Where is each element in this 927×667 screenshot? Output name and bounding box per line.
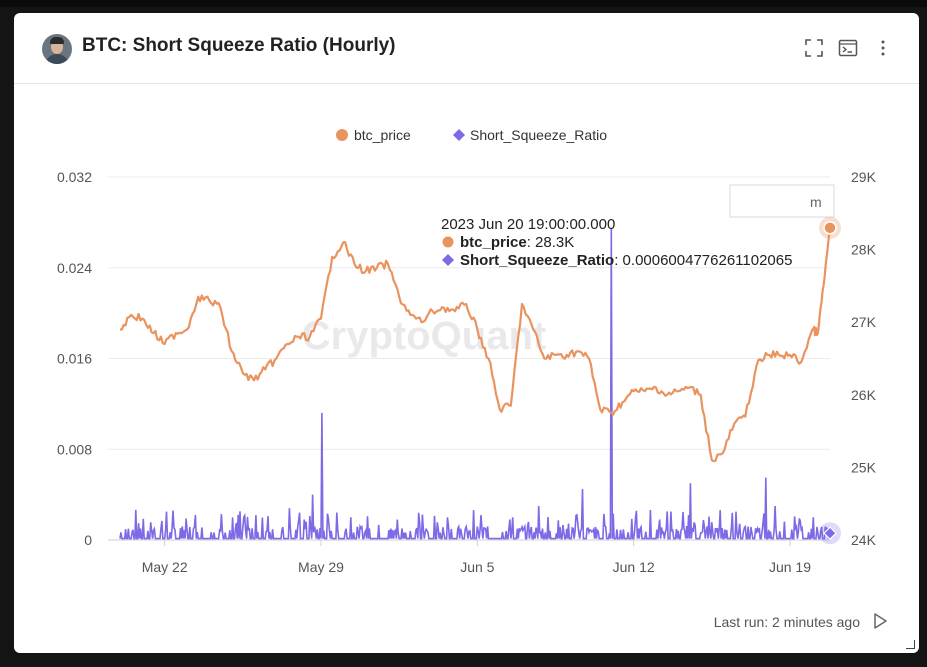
y-right-tick-label: 27K bbox=[851, 314, 877, 330]
y-right-tick-label: 26K bbox=[851, 387, 877, 403]
y-left-tick-label: 0.032 bbox=[57, 169, 92, 185]
tooltip: 2023 Jun 20 19:00:00.000 btc_price: 28.3… bbox=[441, 216, 792, 269]
y-right-tick-label: 28K bbox=[851, 242, 877, 258]
header-divider bbox=[14, 83, 919, 84]
more-vert-icon[interactable] bbox=[872, 37, 894, 59]
card-header: BTC: Short Squeeze Ratio (Hourly) bbox=[14, 13, 919, 83]
hover-markers bbox=[819, 216, 841, 545]
legend-item-short-squeeze-ratio[interactable]: Short_Squeeze_Ratio bbox=[453, 127, 607, 143]
y-right-tick-label: 25K bbox=[851, 459, 877, 475]
tooltip-row-btc-price: btc_price: 28.3K bbox=[460, 234, 574, 251]
resize-handle[interactable] bbox=[906, 640, 915, 649]
tooltip-row-short-squeeze-ratio: Short_Squeeze_Ratio: 0.00060047762611020… bbox=[460, 252, 792, 269]
search-box[interactable]: m bbox=[729, 184, 835, 218]
tooltip-marker-btc-price bbox=[442, 236, 454, 248]
page-title: BTC: Short Squeeze Ratio (Hourly) bbox=[82, 35, 396, 56]
legend: btc_price Short_Squeeze_Ratio bbox=[336, 127, 607, 143]
x-tick-label: May 22 bbox=[142, 559, 188, 575]
tooltip-time: 2023 Jun 20 19:00:00.000 bbox=[441, 216, 615, 233]
hover-point-ratio bbox=[823, 526, 837, 541]
short-squeeze-ratio-line bbox=[119, 227, 831, 540]
y-right-tick-label: 24K bbox=[851, 532, 877, 548]
hover-point-btc-price bbox=[823, 221, 837, 235]
play-icon[interactable] bbox=[870, 611, 890, 631]
short-squeeze-ratio-series bbox=[119, 227, 831, 540]
y-left-tick-label: 0 bbox=[84, 532, 92, 548]
legend-item-btc-price[interactable]: btc_price bbox=[336, 127, 411, 143]
btc-price-series bbox=[119, 227, 832, 463]
tooltip-marker-short-squeeze-ratio bbox=[442, 254, 454, 266]
window-top-strip bbox=[0, 0, 927, 7]
y-left-tick-label: 0.016 bbox=[57, 351, 92, 367]
chart-area: CryptoQuant btc_price Short_Squeeze_Rati… bbox=[57, 127, 877, 575]
tooltip-name-btc-price: btc_price bbox=[460, 234, 527, 251]
y-left-tick-label: 0.024 bbox=[57, 260, 92, 276]
legend-marker-btc-price bbox=[336, 129, 348, 141]
axes-layer: 0 0.008 0.016 0.024 0.032 24K 25K 26K 27K 28K 29K M… bbox=[57, 169, 877, 575]
chart-card: BTC: Short Squeeze Ratio (Hourly) Crypto… bbox=[14, 13, 919, 653]
x-tick-label: Jun 5 bbox=[460, 559, 494, 575]
fullscreen-icon[interactable] bbox=[803, 37, 825, 59]
legend-marker-short-squeeze-ratio bbox=[453, 129, 465, 141]
search-fragment: m bbox=[810, 194, 822, 210]
y-left-tick-label: 0.008 bbox=[57, 441, 92, 457]
tooltip-value-short-squeeze-ratio: : 0.0006004776261102065 bbox=[614, 252, 792, 269]
x-tick-label: Jun 19 bbox=[769, 559, 811, 575]
x-tick-label: Jun 12 bbox=[613, 559, 655, 575]
y-right-tick-label: 29K bbox=[851, 169, 877, 185]
tooltip-name-short-squeeze-ratio: Short_Squeeze_Ratio bbox=[460, 252, 614, 269]
legend-label-short-squeeze-ratio: Short_Squeeze_Ratio bbox=[470, 127, 607, 143]
avatar bbox=[42, 34, 72, 64]
legend-label-btc-price: btc_price bbox=[354, 127, 411, 143]
last-run-text: Last run: 2 minutes ago bbox=[713, 614, 860, 630]
btc-price-line bbox=[119, 227, 832, 463]
tooltip-value-btc-price: : 28.3K bbox=[527, 234, 575, 251]
terminal-icon[interactable] bbox=[837, 37, 859, 59]
x-tick-label: May 29 bbox=[298, 559, 344, 575]
